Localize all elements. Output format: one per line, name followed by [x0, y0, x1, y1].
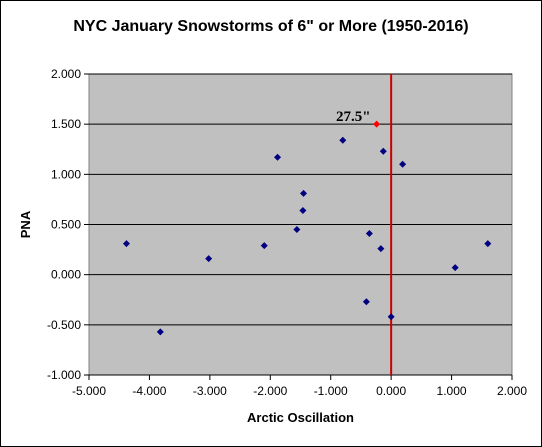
y-tick-label-1: -0.500: [47, 318, 81, 332]
data-point-5: [293, 226, 301, 234]
data-point-9: [362, 298, 370, 306]
data-point-11: [379, 147, 387, 155]
x-tick-label-7: 2.000: [497, 384, 527, 398]
x-tick-label-0: -5.000: [72, 384, 106, 398]
data-point-14: [399, 160, 407, 168]
x-tick-label-3: -2.000: [253, 384, 287, 398]
gridlines: [89, 73, 512, 376]
data-point-0: [122, 240, 130, 248]
data-point-16: [484, 240, 492, 248]
data-point-1: [156, 328, 164, 336]
y-tick-label-0: -1.000: [47, 368, 81, 382]
x-tick-label-5: 0.000: [376, 384, 406, 398]
highlight-annotation: 27.5": [336, 109, 371, 125]
chart-title: NYC January Snowstorms of 6" or More (19…: [73, 18, 468, 35]
y-tick-label-5: 1.500: [51, 117, 81, 131]
x-tick-label-1: -4.000: [132, 384, 166, 398]
data-points: [122, 120, 492, 336]
y-axis-label: PNA: [18, 210, 33, 238]
data-point-13: [387, 313, 395, 321]
data-point-4: [274, 153, 282, 161]
x-axis-label: Arctic Oscillation: [247, 410, 354, 425]
data-point-2: [205, 255, 213, 263]
highlight-point: [373, 120, 381, 128]
y-tick-label-6: 2.000: [51, 67, 81, 81]
x-tick-label-2: -3.000: [193, 384, 227, 398]
tick-labels: -1.000 -0.500 0.000 0.500 1.000 1.500 2.000 -5.…: [47, 67, 527, 398]
data-point-8: [339, 136, 347, 144]
data-point-3: [260, 242, 268, 250]
data-point-10: [365, 230, 373, 238]
y-tick-label-2: 0.000: [51, 268, 81, 282]
x-tick-label-6: 1.000: [437, 384, 467, 398]
x-tick-label-4: -1.000: [314, 384, 348, 398]
data-point-6: [300, 189, 308, 197]
data-point-7: [299, 206, 307, 214]
y-tick-label-3: 0.500: [51, 218, 81, 232]
data-point-12: [377, 245, 385, 253]
y-tick-label-4: 1.000: [51, 167, 81, 181]
data-point-15: [451, 264, 459, 272]
